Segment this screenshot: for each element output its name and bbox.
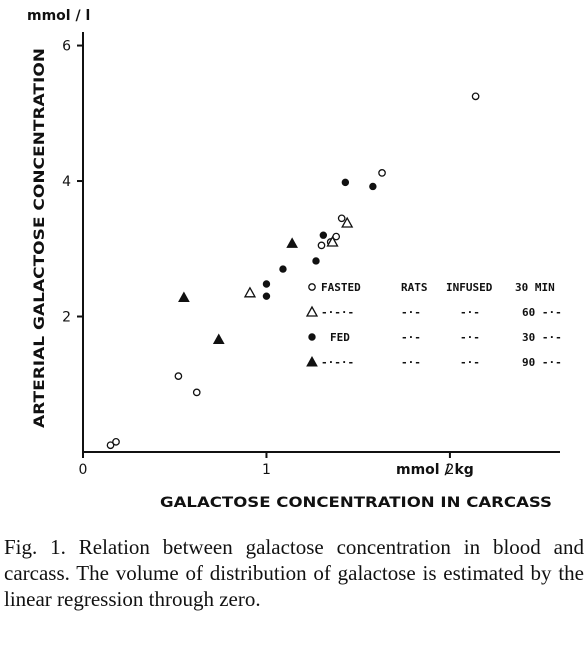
data-point-filled-triangle [178,291,190,303]
figure-caption: Fig. 1. Relation between galactose conce… [4,535,584,611]
legend-marker-open-circle [308,283,316,291]
data-point-filled-circle [369,182,377,191]
x-axis-title: GALACTOSE CONCENTRATION IN CARCASS [160,495,552,511]
y-tick-label: 6 [62,39,71,55]
data-point-filled-circle [341,178,350,187]
legend-group: -·-·- [321,306,354,319]
data-point-open-circle [192,388,201,397]
data-point-open-circle [471,92,480,101]
data-point-filled-triangle [212,333,225,345]
data-point-open-circle [378,169,386,177]
legend-row-4: -·-·- -·- -·- 90 -·- [321,356,562,369]
data-point-open-triangle [326,235,339,247]
legend-infused: -·- [460,331,480,344]
legend-marker-filled-triangle [306,355,318,367]
x-unit-label: mmol / kg [396,462,474,478]
data-point-open-circle [174,372,183,380]
data-point-open-circle [112,437,120,446]
legend-time: 30 -·- [522,331,562,344]
y-unit-label: mmol / l [27,8,90,24]
y-axis-title: ARTERIAL GALACTOSE CONCENTRATION [32,48,48,428]
data-point-filled-circle [262,292,271,300]
data-point-open-circle [337,214,346,223]
legend-infused: -·- [460,356,480,369]
legend-time: 90 -·- [522,356,562,369]
legend-infused: -·- [460,306,480,319]
y-tick-label: 2 [62,310,71,326]
data-point-open-circle [317,241,326,250]
data-point-filled-circle [319,231,328,239]
data-point-open-circle [106,441,115,450]
legend: FASTED RATS INFUSED 30 MIN -·-·- -·- -·-… [305,281,562,369]
legend-row-2: -·-·- -·- -·- 60 -·- [321,306,562,319]
data-point-filled-triangle [286,237,298,248]
legend-group: -·-·- [321,356,354,369]
scatter-chart: 0 1 2 2 4 6 mmol / l mmol / kg ARTERIAL GALAC… [27,8,562,511]
data-point-open-triangle [341,216,354,228]
legend-time: 30 MIN [515,281,555,294]
y-tick-label: 4 [62,174,71,190]
data-point-filled-circle [312,257,320,265]
legend-infused: INFUSED [446,281,493,294]
legend-row-1: FASTED RATS INFUSED 30 MIN [321,281,555,294]
legend-rats: -·- [401,331,421,344]
legend-group: FASTED [321,281,361,294]
legend-rats: RATS [401,281,428,294]
data-point-open-triangle [243,286,257,298]
data-point-filled-circle [262,280,271,288]
legend-rats: -·- [401,306,421,319]
legend-row-3: FED -·- -·- 30 -·- [330,331,562,344]
legend-marker-filled-circle [308,333,316,341]
legend-rats: -·- [401,356,421,369]
data-point-filled-circle [279,265,287,273]
x-tick-label: 0 [79,462,88,478]
legend-marker-open-triangle [305,305,319,317]
x-tick-label: 2 [445,462,454,478]
legend-time: 60 -·- [522,306,562,319]
legend-group: FED [330,331,350,344]
x-tick-label: 1 [262,462,271,478]
